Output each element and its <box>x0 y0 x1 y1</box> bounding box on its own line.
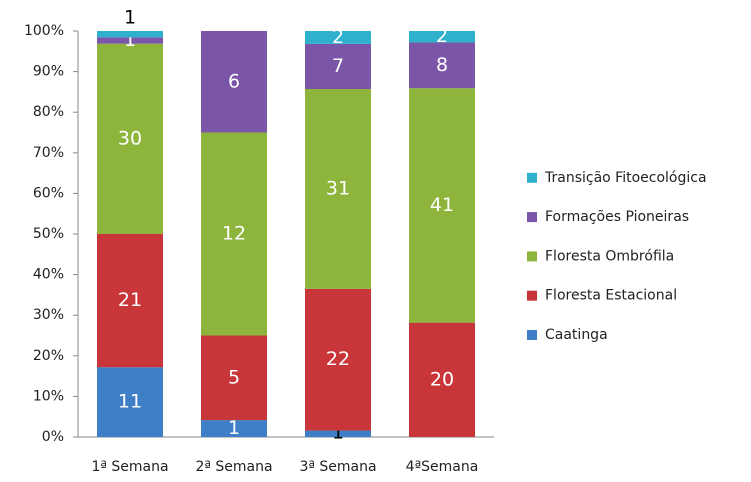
y-tick-label: 50% <box>33 226 64 242</box>
data-label: 2 <box>332 26 344 48</box>
bar-segment <box>97 37 163 44</box>
data-label: 20 <box>430 368 454 390</box>
y-tick-label: 20% <box>33 348 64 364</box>
y-tick-label: 10% <box>33 388 64 404</box>
x-tick-label: 1ª Semana <box>91 459 168 475</box>
data-label: 11 <box>118 391 142 413</box>
bar-segment <box>201 335 267 421</box>
legend-label: Formações Pioneiras <box>545 209 689 225</box>
bar-segment <box>97 234 163 368</box>
y-tick-label: 70% <box>33 145 64 161</box>
x-tick-label: 2ª Semana <box>195 459 272 475</box>
legend-label: Floresta Estacional <box>545 288 677 304</box>
data-label: 8 <box>436 54 448 76</box>
y-tick-label: 90% <box>33 64 64 80</box>
bar-segment <box>305 89 371 289</box>
bar-segment <box>201 132 267 336</box>
data-label: 22 <box>326 348 350 370</box>
bar-segment <box>97 43 163 234</box>
legend-label: Caatinga <box>545 327 608 343</box>
bar-segment <box>97 31 163 38</box>
legend-swatch <box>527 172 537 183</box>
data-label: 2 <box>436 25 448 47</box>
data-label: 31 <box>326 177 350 199</box>
y-tick-label: 30% <box>33 307 64 323</box>
legend-swatch <box>527 330 537 340</box>
legend-label: Transição Fitoecológica <box>544 170 707 186</box>
bar-segment <box>409 42 475 89</box>
data-label: 5 <box>228 366 240 388</box>
data-label: 30 <box>118 127 142 149</box>
legend-swatch <box>527 290 537 301</box>
y-tick-label: 80% <box>33 104 64 120</box>
bar-segment <box>305 288 371 431</box>
data-label: 1 <box>124 7 136 29</box>
bar-segment <box>97 367 163 437</box>
bar-segment <box>409 88 475 323</box>
y-tick-label: 100% <box>24 23 64 39</box>
bar-segment <box>305 430 371 437</box>
bar-segment <box>409 31 475 43</box>
bar-segment <box>201 420 267 437</box>
data-label: 7 <box>332 55 344 77</box>
y-tick-label: 0% <box>42 429 64 445</box>
x-tick-label: 3ª Semana <box>299 459 376 475</box>
data-label: 41 <box>430 194 454 216</box>
bar-segment <box>201 31 267 133</box>
data-label: 6 <box>228 70 240 92</box>
bar-segment <box>409 322 475 437</box>
legend-label: Floresta Ombrófila <box>545 248 674 264</box>
data-label: 12 <box>222 223 246 245</box>
legend-swatch <box>527 212 537 223</box>
data-label: 21 <box>118 289 142 311</box>
bar-segment <box>305 43 371 89</box>
y-tick-label: 60% <box>33 185 64 201</box>
data-label: 1 <box>228 417 240 439</box>
bar-segment <box>305 31 371 44</box>
y-tick-label: 40% <box>33 267 64 283</box>
x-tick-label: 4ªSemana <box>406 459 479 475</box>
legend-swatch <box>527 251 537 262</box>
